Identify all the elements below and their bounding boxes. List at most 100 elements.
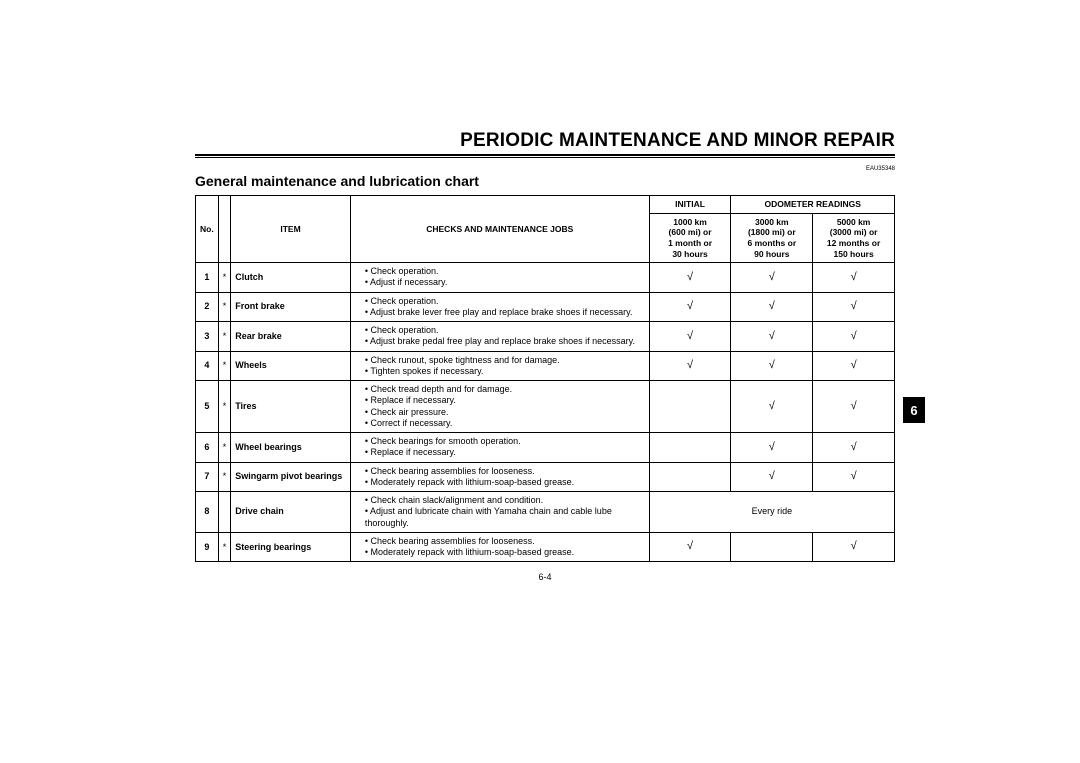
table-row: 1*ClutchCheck operation.Adjust if necess…: [196, 263, 895, 293]
table-row: 2*Front brakeCheck operation.Adjust brak…: [196, 292, 895, 322]
cell-item: Steering bearings: [231, 532, 351, 562]
header-item: ITEM: [231, 196, 351, 263]
page-title: PERIODIC MAINTENANCE AND MINOR REPAIR: [195, 130, 895, 152]
cell-star: *: [218, 433, 231, 463]
cell-mark: √: [731, 433, 813, 463]
header-star: [218, 196, 231, 263]
table-row: 6*Wheel bearingsCheck bearings for smoot…: [196, 433, 895, 463]
cell-mark: √: [649, 532, 731, 562]
job-item: Adjust and lubricate chain with Yamaha c…: [365, 506, 645, 529]
job-item: Moderately repack with lithium-soap-base…: [365, 477, 645, 488]
cell-mark: [649, 462, 731, 492]
cell-item: Swingarm pivot bearings: [231, 462, 351, 492]
job-item: Check runout, spoke tightness and for da…: [365, 355, 645, 366]
cell-mark: √: [649, 263, 731, 293]
cell-checks: Check bearings for smooth operation.Repl…: [350, 433, 649, 463]
table-row: 5*TiresCheck tread depth and for damage.…: [196, 381, 895, 433]
cell-checks: Check bearing assemblies for looseness.M…: [350, 532, 649, 562]
cell-star: *: [218, 263, 231, 293]
cell-checks: Check chain slack/alignment and conditio…: [350, 492, 649, 533]
cell-mark: [649, 433, 731, 463]
cell-item: Wheel bearings: [231, 433, 351, 463]
job-item: Adjust brake lever free play and replace…: [365, 307, 645, 318]
job-item: Adjust if necessary.: [365, 277, 645, 288]
job-item: Check bearing assemblies for looseness.: [365, 536, 645, 547]
header-1000km: 1000 km (600 mi) or 1 month or 30 hours: [649, 213, 731, 263]
cell-checks: Check tread depth and for damage.Replace…: [350, 381, 649, 433]
cell-checks: Check operation.Adjust if necessary.: [350, 263, 649, 293]
cell-item: Front brake: [231, 292, 351, 322]
cell-star: *: [218, 532, 231, 562]
cell-item: Drive chain: [231, 492, 351, 533]
cell-star: *: [218, 292, 231, 322]
page-footer: 6-4: [195, 572, 895, 582]
cell-mark: √: [813, 462, 895, 492]
header-3000km: 3000 km (1800 mi) or 6 months or 90 hour…: [731, 213, 813, 263]
chapter-tab: 6: [903, 397, 925, 423]
job-item: Replace if necessary.: [365, 395, 645, 406]
cell-no: 9: [196, 532, 219, 562]
cell-no: 5: [196, 381, 219, 433]
cell-no: 7: [196, 462, 219, 492]
job-item: Check bearings for smooth operation.: [365, 436, 645, 447]
cell-mark: √: [731, 381, 813, 433]
table-row: 7*Swingarm pivot bearings Check bearing a…: [196, 462, 895, 492]
section-title: General maintenance and lubrication char…: [195, 173, 895, 189]
cell-item: Clutch: [231, 263, 351, 293]
title-rule-thick: [195, 154, 895, 156]
job-item: Replace if necessary.: [365, 447, 645, 458]
cell-star: *: [218, 322, 231, 352]
table-header: No. ITEM CHECKS AND MAINTENANCE JOBS INI…: [196, 196, 895, 263]
cell-mark: √: [813, 433, 895, 463]
job-item: Moderately repack with lithium-soap-base…: [365, 547, 645, 558]
document-code: EAU35348: [195, 166, 895, 172]
cell-mark: √: [813, 381, 895, 433]
cell-mark: √: [731, 322, 813, 352]
job-item: Check chain slack/alignment and conditio…: [365, 495, 645, 506]
cell-mark: [731, 532, 813, 562]
cell-mark: √: [731, 263, 813, 293]
table-row: 8 Drive chain Check chain slack/alignment …: [196, 492, 895, 533]
job-item: Check operation.: [365, 325, 645, 336]
table-row: 4*WheelsCheck runout, spoke tightness an…: [196, 351, 895, 381]
cell-star: [218, 492, 231, 533]
cell-checks: Check operation.Adjust brake lever free …: [350, 292, 649, 322]
job-item: Check tread depth and for damage.: [365, 384, 645, 395]
header-no: No.: [196, 196, 219, 263]
cell-no: 3: [196, 322, 219, 352]
cell-mark: √: [649, 322, 731, 352]
cell-no: 6: [196, 433, 219, 463]
page-content: PERIODIC MAINTENANCE AND MINOR REPAIR EA…: [195, 130, 895, 582]
header-5000km: 5000 km (3000 mi) or 12 months or 150 ho…: [813, 213, 895, 263]
table-row: 3*Rear brake Check operation.Adjust brake…: [196, 322, 895, 352]
header-odometer: ODOMETER READINGS: [731, 196, 895, 214]
job-item: Tighten spokes if necessary.: [365, 366, 645, 377]
cell-mark: √: [731, 351, 813, 381]
cell-no: 4: [196, 351, 219, 381]
job-item: Correct if necessary.: [365, 418, 645, 429]
cell-star: *: [218, 462, 231, 492]
job-item: Check bearing assemblies for looseness.: [365, 466, 645, 477]
cell-item: Wheels: [231, 351, 351, 381]
table-row: 9*Steering bearingsCheck bearing assembl…: [196, 532, 895, 562]
cell-mark: √: [649, 292, 731, 322]
job-item: Check operation.: [365, 296, 645, 307]
cell-no: 1: [196, 263, 219, 293]
cell-star: *: [218, 381, 231, 433]
table-body: 1*ClutchCheck operation.Adjust if necess…: [196, 263, 895, 562]
cell-mark: √: [813, 532, 895, 562]
cell-mark: √: [731, 462, 813, 492]
job-item: Check operation.: [365, 266, 645, 277]
cell-mark: √: [813, 351, 895, 381]
cell-mark: √: [813, 322, 895, 352]
job-item: Adjust brake pedal free play and replace…: [365, 336, 645, 347]
cell-item: Tires: [231, 381, 351, 433]
cell-no: 8: [196, 492, 219, 533]
cell-mark: √: [649, 351, 731, 381]
cell-mark: [649, 381, 731, 433]
cell-merged: Every ride: [649, 492, 894, 533]
maintenance-table: No. ITEM CHECKS AND MAINTENANCE JOBS INI…: [195, 195, 895, 562]
header-checks: CHECKS AND MAINTENANCE JOBS: [350, 196, 649, 263]
cell-item: Rear brake: [231, 322, 351, 352]
job-item: Check air pressure.: [365, 407, 645, 418]
